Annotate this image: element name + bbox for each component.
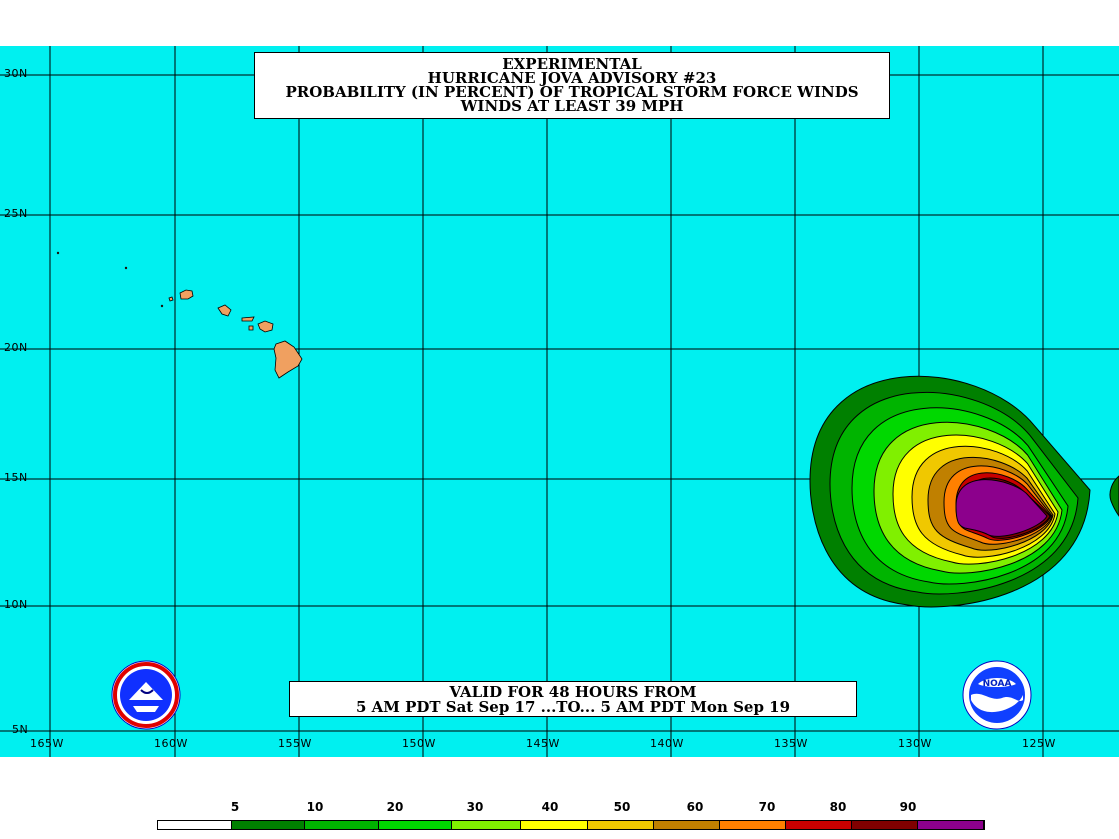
legend-swatch [452, 821, 522, 829]
legend-label: 60 [686, 800, 704, 814]
legend-swatch [852, 821, 918, 829]
contour-edge-fragment [1109, 475, 1119, 517]
lat-label: 15N [4, 471, 28, 484]
legend-color-bar [157, 820, 985, 830]
legend-label: 10 [306, 800, 324, 814]
map-title: EXPERIMENTAL HURRICANE JOVA ADVISORY #23… [254, 52, 890, 119]
title-line: HURRICANE JOVA ADVISORY #23 [427, 69, 717, 87]
legend-swatch [720, 821, 787, 829]
legend-swatch [231, 821, 306, 829]
island-niihau [168, 296, 174, 302]
lon-label: 125W [1022, 737, 1056, 750]
legend-label: 5 [230, 800, 240, 814]
lon-label: 155W [278, 737, 312, 750]
island-molokai [241, 316, 255, 322]
probability-legend: 5 10 20 30 40 50 60 70 80 90 [157, 800, 985, 832]
valid-line: 5 AM PDT Sat Sep 17 ...TO... 5 AM PDT Mo… [355, 698, 791, 716]
svg-text:NOAA: NOAA [983, 679, 1012, 689]
lon-label: 160W [154, 737, 188, 750]
nws-logo-icon [111, 660, 181, 730]
legend-label: 90 [899, 800, 917, 814]
legend-label: 30 [466, 800, 484, 814]
lon-label: 130W [898, 737, 932, 750]
lat-label: 10N [4, 598, 28, 611]
lon-label: 135W [774, 737, 808, 750]
island-maui [257, 320, 274, 333]
lat-label: 5N [12, 723, 29, 736]
hawaii-islands [56, 251, 303, 379]
island-oahu [217, 304, 232, 317]
lat-label: 30N [4, 67, 28, 80]
legend-label: 70 [758, 800, 776, 814]
legend-swatch [587, 821, 654, 829]
lon-label: 150W [402, 737, 436, 750]
legend-swatch [521, 821, 588, 829]
valid-line: VALID FOR 48 HOURS FROM [449, 683, 697, 701]
map-canvas [0, 46, 1119, 757]
legend-label: 20 [386, 800, 404, 814]
noaa-logo-icon: NOAA [962, 660, 1032, 730]
lon-label: 140W [650, 737, 684, 750]
island-kauai [179, 289, 194, 300]
lon-label: 145W [526, 737, 560, 750]
legend-swatch [653, 821, 720, 829]
probability-contours [809, 375, 1091, 608]
map-panel: 30N 25N 20N 15N 10N 5N 165W 160W 155W 15… [0, 46, 1119, 757]
lat-label: 20N [4, 341, 28, 354]
title-line: EXPERIMENTAL [502, 55, 642, 73]
island-big-island [273, 340, 303, 379]
legend-swatch [305, 821, 379, 829]
legend-swatch [158, 821, 232, 829]
contour-band [955, 479, 1048, 537]
legend-swatch [786, 821, 853, 829]
legend-swatch [917, 821, 985, 829]
valid-time-box: VALID FOR 48 HOURS FROM 5 AM PDT Sat Sep… [289, 681, 857, 717]
lat-label: 25N [4, 207, 28, 220]
island-lanai [248, 325, 254, 331]
title-line: WINDS AT LEAST 39 MPH [460, 97, 684, 115]
legend-label: 80 [829, 800, 847, 814]
legend-label: 40 [541, 800, 559, 814]
lon-label: 165W [30, 737, 64, 750]
legend-swatch [378, 821, 453, 829]
title-line: PROBABILITY (IN PERCENT) OF TROPICAL STO… [285, 83, 859, 101]
legend-label: 50 [613, 800, 631, 814]
